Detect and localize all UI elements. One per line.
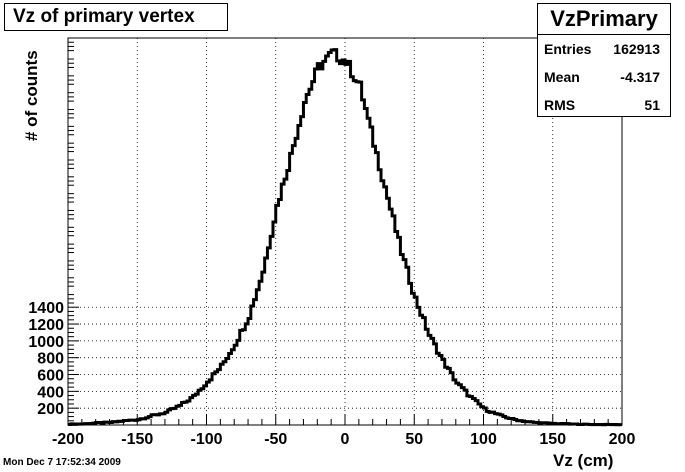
x-tick-label: 200 [609, 431, 636, 448]
stats-rms-value: 51 [644, 97, 660, 113]
stats-entries-value: 162913 [613, 41, 660, 57]
stats-rms-label: RMS [544, 97, 576, 113]
x-axis-title: Vz (cm) [553, 451, 614, 470]
stats-histogram-name: VzPrimary [538, 4, 670, 35]
stats-entries-label: Entries [544, 41, 592, 57]
timestamp: Mon Dec 7 17:52:34 2009 [3, 457, 121, 468]
stats-mean-value: -4.317 [620, 69, 660, 85]
histogram-series [68, 48, 622, 427]
x-tick-label: 150 [539, 431, 566, 448]
y-tick-label: 400 [37, 384, 64, 401]
x-tick-label: -50 [264, 431, 287, 448]
y-tick-label: 200 [37, 401, 64, 418]
y-axis-title: # of counts [22, 50, 41, 141]
x-tick-label: -200 [52, 431, 84, 448]
x-tick-label: -100 [190, 431, 222, 448]
stats-box: VzPrimary Entries 162913 Mean -4.317 RMS… [537, 3, 671, 117]
x-tick-label: -150 [121, 431, 153, 448]
x-tick-label: 0 [341, 431, 350, 448]
stats-mean-label: Mean [544, 69, 580, 85]
x-axis-ticks: -200 -150 -100 -50 0 50 100 150 200 [52, 414, 635, 448]
x-tick-label: 100 [470, 431, 497, 448]
y-tick-label: 1000 [28, 334, 64, 351]
y-tick-label: 1200 [28, 317, 64, 334]
grid-lines [68, 38, 622, 425]
y-tick-label: 800 [37, 351, 64, 368]
stats-mean-row: Mean -4.317 [538, 63, 670, 91]
x-tick-label: 50 [405, 431, 423, 448]
y-tick-label: 1400 [28, 300, 64, 317]
stats-entries-row: Entries 162913 [538, 35, 670, 63]
stats-rms-row: RMS 51 [538, 91, 670, 119]
y-tick-label: 600 [37, 368, 64, 385]
chart-title: Vz of primary vertex [4, 3, 228, 31]
